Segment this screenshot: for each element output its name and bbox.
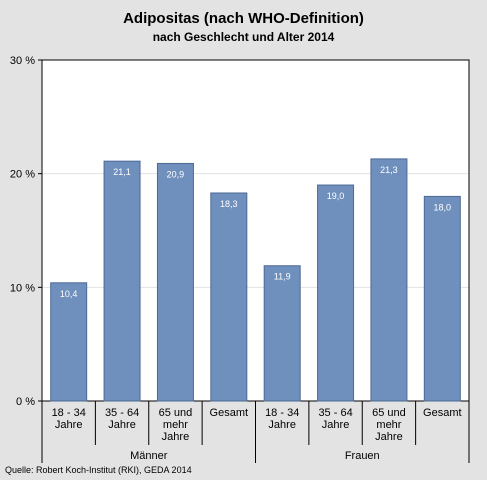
bar [50,282,88,402]
bar [370,158,408,402]
source-note: Quelle: Robert Koch-Institut (RKI), GEDA… [5,465,192,475]
category-label: mehr [163,419,188,431]
category-label: 65 und [372,407,406,419]
category-label: Jahre [322,419,350,431]
data-label: 18,0 [434,202,452,212]
category-label: Jahre [162,431,190,443]
category-label: 18 - 34 [265,407,299,419]
bar [156,162,194,402]
bar [317,184,355,402]
category-label: Jahre [55,419,83,431]
data-label: 21,1 [113,167,131,177]
bar [210,192,248,402]
bar [263,265,301,402]
category-label: 35 - 64 [105,407,139,419]
data-label: 20,9 [167,169,185,179]
chart-subtitle: nach Geschlecht und Alter 2014 [152,30,335,44]
data-label: 21,3 [380,165,398,175]
y-tick-label: 30 % [10,55,35,67]
category-label: Jahre [375,431,403,443]
group-label: Männer [130,450,168,462]
chart-title: Adipositas (nach WHO-Definition) [123,10,364,27]
category-label: mehr [376,419,401,431]
bar [423,195,461,402]
y-tick-label: 0 % [16,396,35,408]
category-label: Jahre [108,419,136,431]
category-label: Gesamt [423,407,462,419]
category-label: 18 - 34 [52,407,86,419]
data-label: 19,0 [327,191,345,201]
bar [103,160,141,402]
category-label: 65 und [159,407,193,419]
data-label: 18,3 [220,199,238,209]
category-label: 35 - 64 [318,407,352,419]
y-tick-label: 10 % [10,282,35,294]
category-label: Gesamt [210,407,249,419]
group-label: Frauen [345,450,380,462]
y-tick-label: 20 % [10,169,35,181]
category-label: Jahre [268,419,296,431]
data-label: 11,9 [274,272,291,282]
data-label: 10,4 [60,289,78,299]
